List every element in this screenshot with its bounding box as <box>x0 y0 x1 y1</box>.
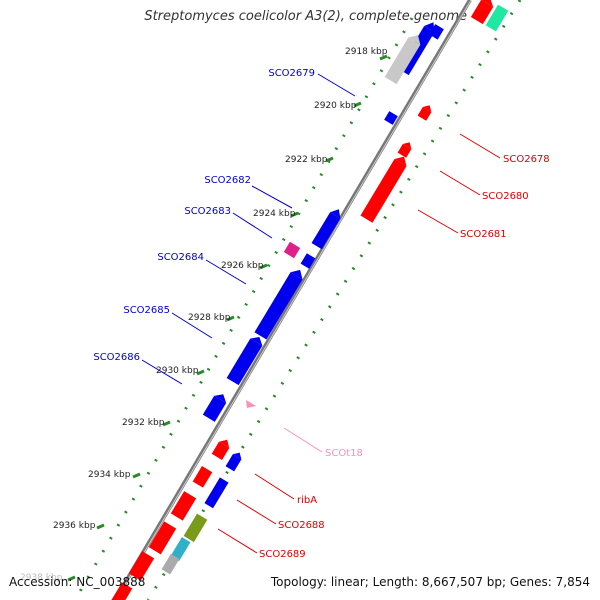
gene-label: SCO2688 <box>278 520 325 531</box>
gene-reverse <box>202 395 227 422</box>
kbp-label: 2926 kbp <box>221 261 264 271</box>
gene-forward <box>397 143 412 158</box>
gene-label: SCO2683 <box>184 206 231 217</box>
right-dotted-track <box>146 0 522 600</box>
gene-label: SCOt18 <box>325 448 363 459</box>
kbp-label: 2930 kbp <box>156 366 199 376</box>
accession-text: Accession: NC_003888 <box>9 575 146 589</box>
gene-forward <box>211 441 230 460</box>
gene-forward <box>360 158 407 223</box>
gene-forward <box>192 466 213 488</box>
genome-title: Streptomyces coelicolor A3(2), complete … <box>144 9 467 24</box>
gene-reverse <box>429 24 444 40</box>
gene-reverse <box>226 338 263 386</box>
forward-strand-genes[interactable] <box>109 0 509 600</box>
gene-forward-teal <box>485 4 509 32</box>
kbp-tick-marks <box>67 54 388 582</box>
gene-forward <box>128 551 155 581</box>
kbp-label: 2934 kbp <box>88 470 131 480</box>
gene-pseudo <box>161 553 180 575</box>
gene-label: SCO2685 <box>123 305 170 316</box>
right-leader-lines <box>217 133 501 554</box>
gene-forward <box>109 582 133 600</box>
gene-misc <box>283 241 301 259</box>
gene-reverse <box>225 454 242 472</box>
gene-olive <box>183 513 208 543</box>
gene-cyan <box>170 537 191 562</box>
gene-label: SCO2682 <box>204 175 251 186</box>
genome-summary-text: Topology: linear; Length: 8,667,507 bp; … <box>270 575 590 589</box>
gene-pseudo <box>384 37 421 85</box>
kbp-label: 2936 kbp <box>53 521 96 531</box>
gene-label: SCO2686 <box>93 352 140 363</box>
kbp-label: 2932 kbp <box>122 418 165 428</box>
gene-label: SCO2680 <box>482 191 529 202</box>
kbp-label: 2924 kbp <box>253 209 296 219</box>
kbp-label: 2922 kbp <box>285 155 328 165</box>
gene-forward <box>470 0 494 25</box>
gene-reverse <box>204 477 229 509</box>
kbp-label: 2920 kbp <box>314 101 357 111</box>
right-gene-labels[interactable]: SCO2678 SCO2680 SCO2681 SCOt18 ribA SCO2… <box>259 154 550 560</box>
kbp-label: 2918 kbp <box>345 47 388 57</box>
left-gene-labels[interactable]: SCO2679 SCO2682 SCO2683 SCO2684 SCO2685 … <box>93 68 315 363</box>
gene-reverse <box>311 212 341 250</box>
kbp-label: 2938 kbp <box>20 573 63 583</box>
gene-forward <box>148 521 177 555</box>
gene-label: SCO2689 <box>259 549 306 560</box>
gene-forward <box>417 106 432 121</box>
rna-marker <box>246 400 256 408</box>
gene-label: SCO2681 <box>460 229 507 240</box>
gene-label: SCO2684 <box>157 252 204 263</box>
gene-label: SCO2678 <box>503 154 550 165</box>
kbp-tick-labels: 2918 kbp 2920 kbp 2922 kbp 2924 kbp 2926… <box>20 47 388 583</box>
gene-reverse <box>300 253 316 269</box>
gene-forward <box>170 491 197 521</box>
gene-reverse <box>254 272 303 340</box>
left-leader-lines <box>141 73 356 385</box>
gene-reverse <box>384 111 398 125</box>
reverse-strand-genes[interactable] <box>161 19 444 575</box>
gene-label: SCO2679 <box>268 68 315 79</box>
kbp-label: 2928 kbp <box>188 313 231 323</box>
gene-label: ribA <box>297 495 317 506</box>
genome-backbone <box>113 0 472 600</box>
